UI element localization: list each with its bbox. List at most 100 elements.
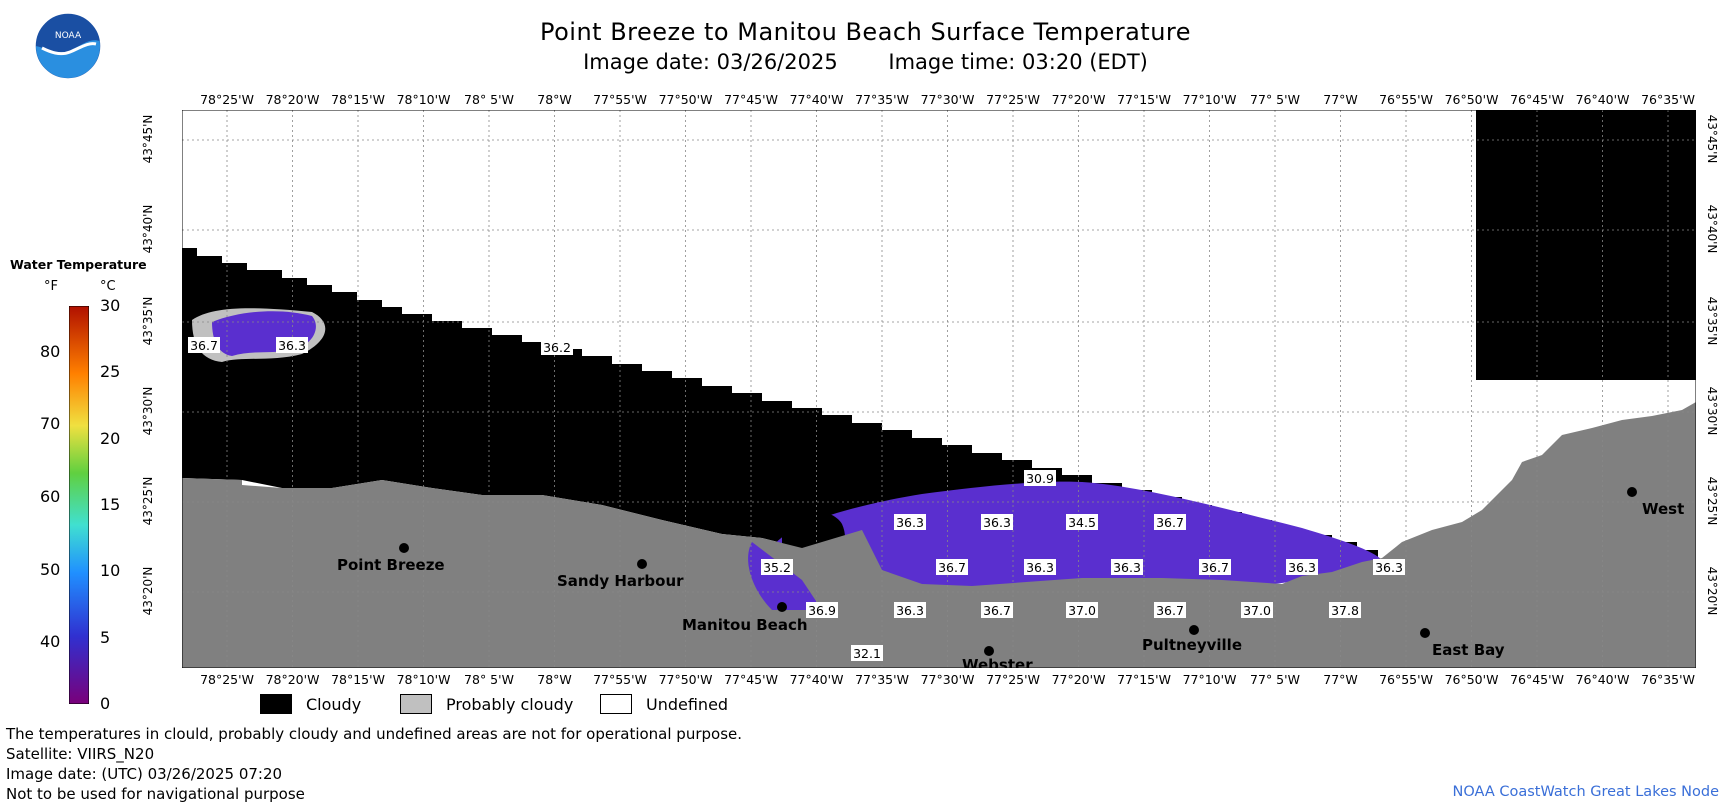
- longitude-label-top: 78°15'W: [331, 92, 385, 107]
- longitude-label-top: 77°45'W: [724, 92, 778, 107]
- svg-text:37.0: 37.0: [1068, 603, 1096, 618]
- land-area: [182, 402, 1696, 668]
- temperature-label: 37.0: [1066, 602, 1098, 618]
- colorbar-tick-celsius: 25: [100, 362, 121, 382]
- longitude-label-bottom: 76°45'W: [1510, 672, 1564, 687]
- longitude-label-bottom: 78° 5'W: [464, 672, 514, 687]
- place-marker: Pultneyville: [1142, 625, 1242, 654]
- svg-text:36.3: 36.3: [896, 603, 924, 618]
- svg-text:36.3: 36.3: [1026, 560, 1054, 575]
- logo-text: NOAA: [55, 31, 82, 41]
- svg-text:East Bay: East Bay: [1432, 641, 1505, 659]
- longitude-label-top: 78°20'W: [265, 92, 320, 107]
- place-marker: West: [1627, 487, 1684, 518]
- credit-text: NOAA CoastWatch Great Lakes Node: [1452, 784, 1719, 800]
- longitude-label-bottom: 77°35'W: [855, 672, 909, 687]
- longitude-label-bottom: 76°35'W: [1641, 672, 1695, 687]
- colorbar-tick-fahrenheit: 40: [40, 632, 61, 651]
- svg-text:36.3: 36.3: [1288, 560, 1316, 575]
- longitude-label-top: 77°15'W: [1117, 92, 1171, 107]
- image-date: Image date: 03/26/2025: [583, 50, 838, 74]
- latitude-label-left: 43°30'N: [141, 386, 155, 436]
- noaa-logo-icon: NOAA: [34, 12, 102, 80]
- temperature-label: 36.7: [1154, 514, 1186, 530]
- longitude-label-bottom: 77°55'W: [593, 672, 647, 687]
- svg-text:36.9: 36.9: [808, 603, 836, 618]
- place-marker: Manitou Beach: [682, 602, 808, 634]
- svg-text:Point Breeze: Point Breeze: [337, 556, 445, 574]
- longitude-label-top: 77°W: [1323, 92, 1358, 107]
- svg-text:30.9: 30.9: [1026, 471, 1054, 486]
- legend-probably-cloudy: Probably cloudy: [400, 694, 573, 714]
- temperature-label: 36.3: [1286, 559, 1318, 575]
- svg-text:36.3: 36.3: [983, 515, 1011, 530]
- longitude-label-top: 78°10'W: [396, 92, 451, 107]
- temperature-label: 37.8: [1329, 602, 1361, 618]
- colorbar-tick-celsius: 10: [100, 561, 121, 581]
- temperature-label: 36.2: [541, 339, 573, 355]
- map-subtitle: Image date: 03/26/2025 Image time: 03:20…: [0, 50, 1731, 74]
- longitude-label-top: 77°50'W: [658, 92, 713, 107]
- longitude-label-bottom: 78°25'W: [200, 672, 254, 687]
- place-marker: Point Breeze: [337, 543, 445, 574]
- latitude-label-right: 43°45'N: [1705, 114, 1719, 164]
- longitude-label-bottom: 77°40'W: [789, 672, 844, 687]
- cloud-block-east: [1476, 110, 1696, 380]
- place-marker: Sandy Harbour: [557, 559, 684, 590]
- colorbar-tick-celsius: 0: [100, 694, 111, 713]
- longitude-label-top: 76°35'W: [1641, 92, 1695, 107]
- longitude-label-bottom: 77°45'W: [724, 672, 778, 687]
- svg-text:36.3: 36.3: [1113, 560, 1141, 575]
- longitude-label-bottom: 78°10'W: [396, 672, 451, 687]
- map-title: Point Breeze to Manitou Beach Surface Te…: [539, 18, 1192, 46]
- latitude-label-right: 43°25'N: [1705, 476, 1719, 526]
- longitude-label-bottom: 77°15'W: [1117, 672, 1171, 687]
- swatch-cloudy: [260, 694, 292, 714]
- longitude-label-bottom: 77°20'W: [1051, 672, 1106, 687]
- sea-surface-temperature-map: 36.7 36.3 36.2 30.9 36.3 36.3 34.5 36.7 35.2 36.7…: [182, 110, 1696, 668]
- colorbar-tick-fahrenheit: 70: [40, 414, 61, 433]
- svg-text:Sandy Harbour: Sandy Harbour: [557, 572, 684, 590]
- svg-text:32.1: 32.1: [853, 646, 881, 661]
- longitude-label-top: 78°W: [537, 92, 572, 107]
- temperature-label: 35.2: [761, 559, 793, 575]
- longitude-label-bottom: 77°30'W: [920, 672, 975, 687]
- latitude-label-right: 43°35'N: [1705, 296, 1719, 346]
- legend-cloudy-label: Cloudy: [306, 694, 362, 714]
- unit-celsius: °C: [100, 279, 116, 294]
- svg-text:Manitou Beach: Manitou Beach: [682, 616, 808, 634]
- longitude-label-top: 76°55'W: [1379, 92, 1433, 107]
- longitude-label-top: 78°25'W: [200, 92, 254, 107]
- longitude-label-bottom: 76°50'W: [1444, 672, 1499, 687]
- latitude-label-left: 43°45'N: [141, 114, 155, 164]
- temperature-label: 36.7: [1154, 602, 1186, 618]
- temperature-colorbar: [69, 306, 89, 704]
- longitude-label-bottom: 77°W: [1323, 672, 1358, 687]
- colorbar-tick-celsius: 15: [100, 495, 121, 514]
- colorbar-tick-celsius: 30: [100, 296, 121, 315]
- latitude-label-right: 43°30'N: [1705, 386, 1719, 436]
- latitude-label-left: 43°25'N: [141, 476, 155, 526]
- svg-text:36.2: 36.2: [543, 340, 571, 355]
- svg-text:36.7: 36.7: [983, 603, 1011, 618]
- swatch-probably-cloudy: [400, 694, 432, 714]
- place-marker: Webster: [962, 646, 1033, 668]
- colorbar-tick-fahrenheit: 60: [40, 487, 61, 506]
- longitude-label-bottom: 76°55'W: [1379, 672, 1433, 687]
- place-markers: Point Breeze Sandy Harbour Manitou Beach We…: [337, 487, 1684, 668]
- temperature-label: 36.3: [276, 337, 308, 353]
- longitude-label-top: 76°50'W: [1444, 92, 1499, 107]
- svg-text:34.5: 34.5: [1068, 515, 1096, 530]
- svg-text:36.7: 36.7: [1156, 603, 1184, 618]
- svg-text:36.3: 36.3: [1375, 560, 1403, 575]
- navigation-warning: Not to be used for navigational purpose: [6, 785, 305, 803]
- longitude-label-top: 77°20'W: [1051, 92, 1106, 107]
- longitude-label-bottom: 78°15'W: [331, 672, 385, 687]
- temperature-label: 36.7: [188, 337, 220, 353]
- longitude-label-bottom: 77°10'W: [1182, 672, 1237, 687]
- latitude-label-right: 43°20'N: [1705, 566, 1719, 616]
- temperature-label: 36.9: [806, 602, 838, 618]
- colorbar-title: Water Temperature: [10, 257, 147, 272]
- longitude-label-bottom: 76°40'W: [1575, 672, 1630, 687]
- temperature-label: 34.5: [1066, 514, 1098, 530]
